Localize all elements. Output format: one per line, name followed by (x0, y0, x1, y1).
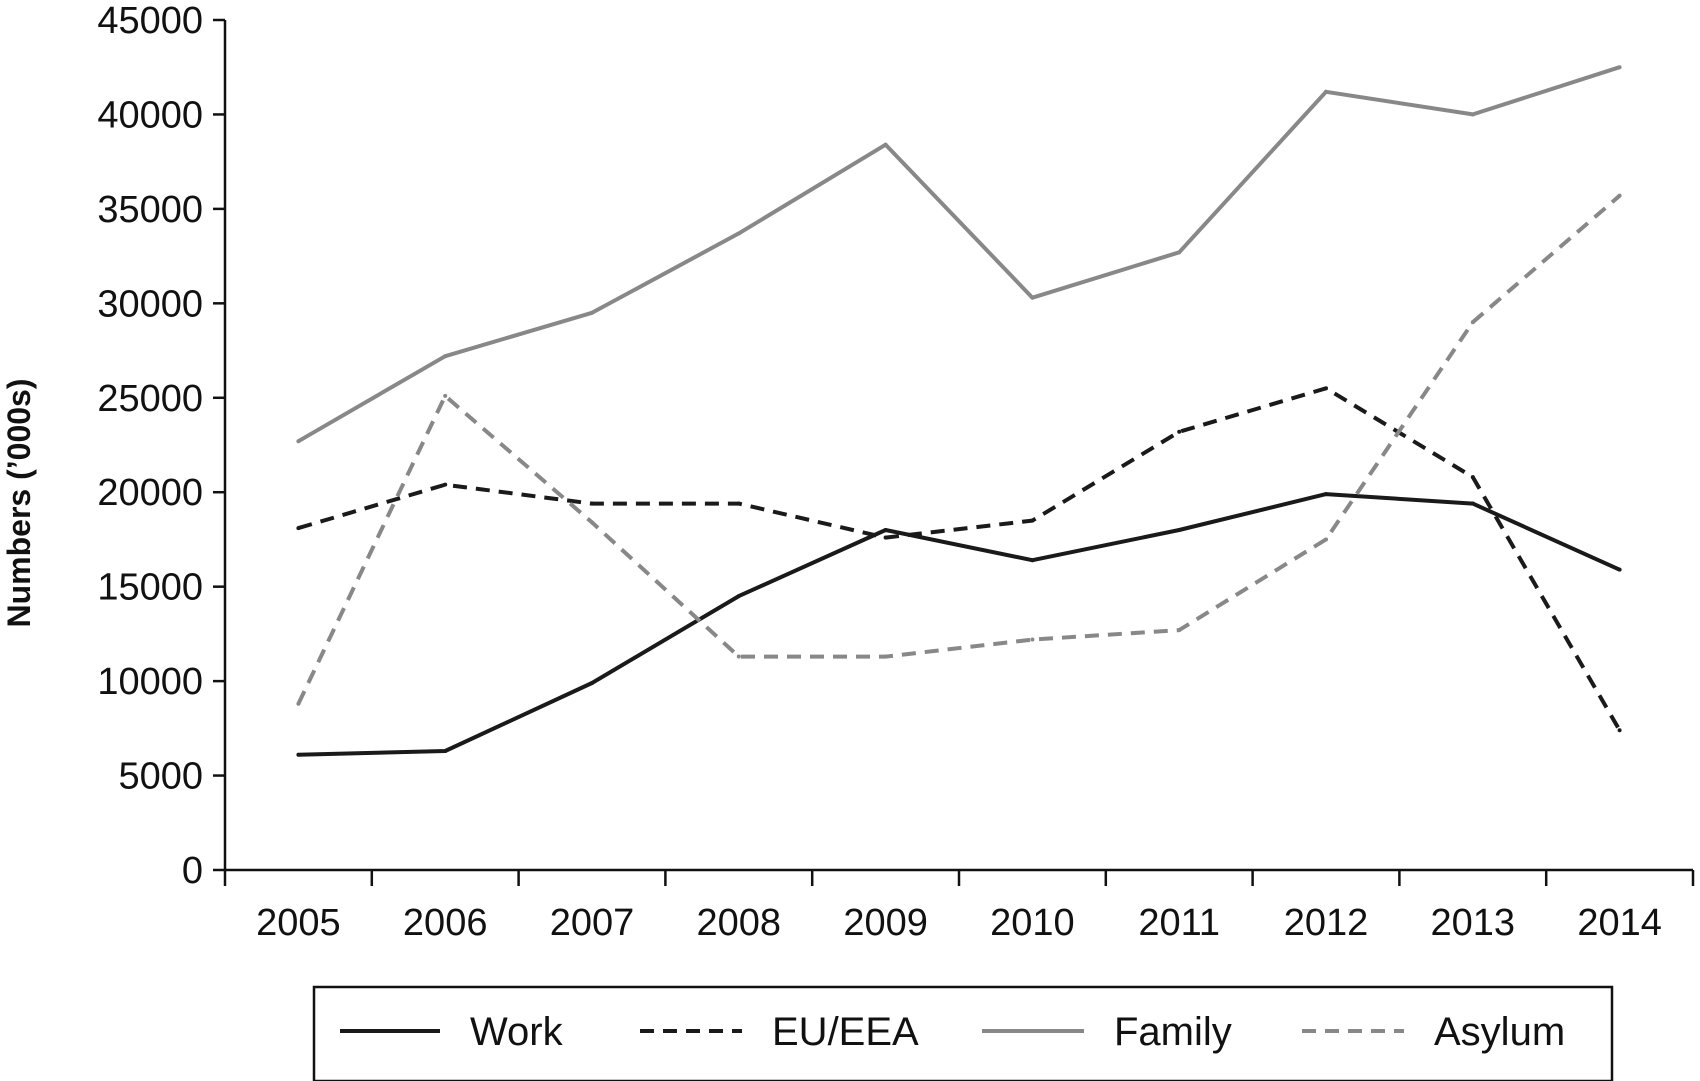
data-point (1324, 537, 1328, 542)
data-point (443, 354, 448, 359)
data-point (1030, 558, 1035, 563)
y-axis-title: Numbers (’000s) (1, 379, 37, 628)
data-point (443, 749, 448, 753)
data-point (1617, 567, 1622, 572)
series-line (297, 386, 1622, 732)
series-lines (296, 65, 1622, 757)
y-tick-label: 15000 (97, 567, 203, 609)
data-point (443, 482, 448, 487)
series-eu-eea (296, 386, 1622, 733)
data-point (736, 501, 741, 506)
legend-label: Family (1114, 1010, 1232, 1054)
data-point (1030, 295, 1035, 300)
y-tick-label: 5000 (118, 756, 203, 798)
data-point (1030, 637, 1035, 642)
series-family (296, 65, 1622, 444)
axes: 0 5000 10000 15000 20000 25000 30000 35000 40000… (97, 0, 1695, 944)
data-point (1177, 250, 1182, 255)
y-tick-label: 25000 (97, 378, 203, 420)
data-point (883, 654, 888, 659)
data-point (883, 528, 888, 532)
data-point (1470, 112, 1475, 117)
legend: Work EU/EEA Family Asylum (312, 985, 1614, 1081)
data-point (1617, 65, 1622, 70)
y-tick-label: 45000 (97, 0, 203, 42)
data-point (1177, 429, 1182, 434)
y-tick-label: 40000 (97, 94, 203, 136)
x-tick-label: 2008 (697, 902, 782, 944)
data-point (1324, 89, 1328, 94)
data-point (736, 231, 741, 236)
x-tick-label: 2014 (1577, 902, 1662, 944)
data-point (1617, 728, 1622, 733)
legend-item: Asylum (1302, 1010, 1565, 1054)
x-tick-label: 2009 (843, 902, 928, 944)
data-point (1470, 501, 1475, 506)
x-tick-label: 2007 (550, 902, 635, 944)
data-point (296, 752, 301, 757)
y-tick-label: 30000 (97, 283, 203, 325)
series-work (296, 492, 1622, 757)
data-point (1470, 320, 1475, 325)
x-tick-label: 2012 (1284, 902, 1369, 944)
data-point (296, 526, 301, 531)
legend-label: Work (470, 1010, 564, 1054)
legend-item: EU/EEA (640, 1010, 919, 1054)
data-point (1177, 528, 1182, 532)
data-point (1324, 492, 1328, 497)
data-point (296, 701, 301, 706)
series-line (297, 65, 1621, 443)
legend-box (312, 985, 1614, 1081)
data-point (590, 520, 594, 525)
legend-item: Work (340, 1010, 564, 1054)
data-point (1470, 475, 1475, 480)
data-point (296, 439, 301, 444)
data-point (443, 393, 448, 398)
x-tick-label: 2011 (1138, 902, 1220, 944)
y-tick-label: 10000 (97, 661, 203, 703)
x-tick-label: 2013 (1431, 902, 1516, 944)
series-line (298, 492, 1621, 757)
legend-item: Family (982, 1010, 1232, 1054)
series-line (296, 194, 1621, 705)
data-point (590, 501, 594, 506)
legend-label: Asylum (1434, 1010, 1565, 1054)
data-point (1617, 193, 1622, 198)
data-point (1177, 628, 1182, 633)
series-asylum (296, 193, 1622, 706)
data-point (590, 681, 594, 685)
x-tick-label: 2010 (990, 902, 1075, 944)
data-point (883, 142, 888, 147)
data-point (590, 310, 594, 315)
x-tick-label: 2005 (256, 902, 341, 944)
data-point (736, 654, 741, 659)
data-point (1030, 518, 1035, 523)
y-tick-label: 0 (182, 850, 203, 892)
x-tick-label: 2006 (403, 902, 488, 944)
y-tick-label: 20000 (97, 472, 203, 514)
y-tick-label: 35000 (97, 189, 203, 231)
data-point (883, 535, 888, 540)
legend-label: EU/EEA (772, 1010, 919, 1054)
data-point (736, 594, 741, 599)
data-point (1324, 386, 1328, 391)
legend-items: Work EU/EEA Family Asylum (340, 1010, 1565, 1054)
